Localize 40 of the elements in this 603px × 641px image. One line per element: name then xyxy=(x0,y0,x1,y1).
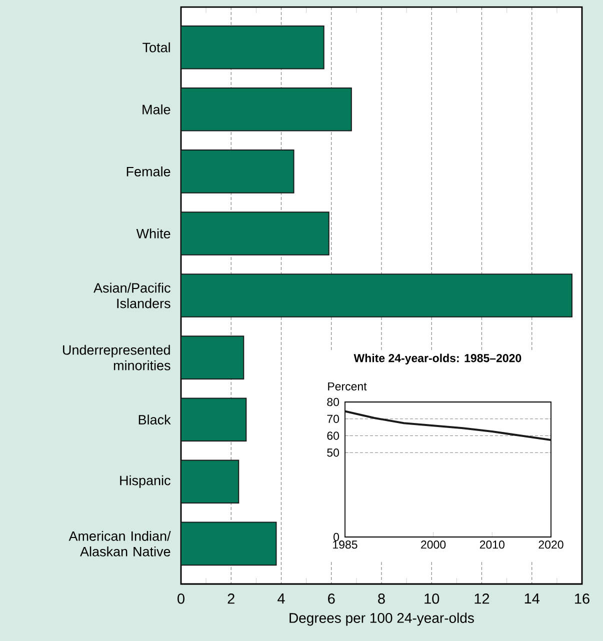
x-tick-label: 14 xyxy=(524,594,540,604)
y-tick-label: 60 xyxy=(327,432,340,440)
y-tick-label: 80 xyxy=(327,398,340,406)
y-tick-label: American Indian/Alaskan Native xyxy=(68,530,171,556)
bar xyxy=(180,25,324,70)
x-tick-label: 0 xyxy=(178,594,184,604)
y-tick-label: 70 xyxy=(327,414,340,423)
x-tick-label: 12 xyxy=(474,594,490,604)
y-axis-title: Percent xyxy=(328,382,367,390)
x-axis-title: Degrees per 100 24-year-olds xyxy=(290,612,474,626)
x-tick-label: 10 xyxy=(424,594,440,604)
x-tick-label: 8 xyxy=(378,594,385,604)
y-tick-label: Female xyxy=(126,166,170,176)
y-tick-label: Hispanic xyxy=(120,475,170,488)
y-tick-label: Underrepresented minorities xyxy=(63,344,170,370)
x-tick-label: 2000 xyxy=(421,540,446,549)
x-tick-label: 1985 xyxy=(333,540,358,549)
bar xyxy=(180,87,352,132)
chart-title: White 24-year-olds: 1985–2020 xyxy=(354,354,522,364)
bar xyxy=(180,150,294,194)
bar xyxy=(180,212,330,256)
bar xyxy=(180,460,240,504)
y-tick-label: Black xyxy=(138,414,171,425)
y-tick-label: Male xyxy=(142,104,170,114)
bar xyxy=(180,398,247,442)
y-tick-label: Asian/Pacific Islanders xyxy=(94,282,170,308)
bar xyxy=(180,522,277,566)
x-tick-label: 4 xyxy=(278,594,285,604)
y-tick-label: 50 xyxy=(327,448,340,457)
y-tick-label: White xyxy=(136,228,170,238)
bar xyxy=(180,274,572,318)
x-tick-label: 2020 xyxy=(538,540,564,549)
line-series xyxy=(344,410,552,441)
x-tick-label: 6 xyxy=(328,594,335,604)
y-tick-label: 0 xyxy=(334,532,340,542)
bar xyxy=(180,336,244,380)
x-tick-label: 16 xyxy=(575,594,590,604)
x-tick-label: 2010 xyxy=(480,540,504,549)
y-tick-label: Total xyxy=(142,42,170,52)
x-tick-label: 2 xyxy=(228,594,234,604)
